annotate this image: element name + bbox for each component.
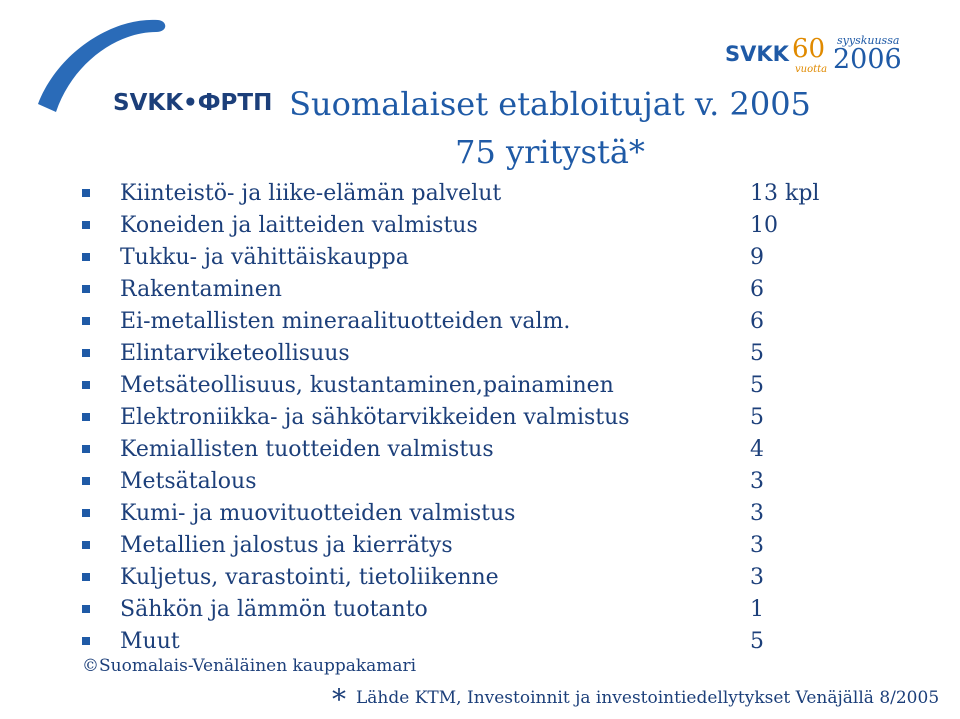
square-bullet-icon [82, 317, 90, 325]
svkk-logo-text: SVKK•ФРТП [113, 90, 273, 116]
item-count: 5 [750, 341, 764, 366]
item-count: 10 [750, 213, 778, 238]
square-bullet-icon [82, 605, 90, 613]
square-bullet-icon [82, 477, 90, 485]
item-count: 3 [750, 533, 764, 558]
list-item: Kemiallisten tuotteiden valmistus 4 [82, 434, 942, 466]
anniversary-logo: SVKK 60 vuotta syyskuussa 2006 [725, 34, 950, 86]
list-item: Koneiden ja laitteiden valmistus 10 [82, 210, 942, 242]
item-label: Elintarviketeollisuus [120, 341, 350, 366]
item-label: Metsätalous [120, 469, 257, 494]
item-label: Muut [120, 629, 180, 654]
item-count: 4 [750, 437, 764, 462]
source-asterisk: * [332, 683, 346, 716]
item-count: 5 [750, 629, 764, 654]
list-item: Kuljetus, varastointi, tietoliikenne 3 [82, 562, 942, 594]
item-count: 3 [750, 469, 764, 494]
item-count: 6 [750, 309, 764, 334]
item-count: 5 [750, 373, 764, 398]
square-bullet-icon [82, 541, 90, 549]
item-count: 6 [750, 277, 764, 302]
item-label: Koneiden ja laitteiden valmistus [120, 213, 478, 238]
anniversary-60: 60 [792, 34, 826, 64]
list-item: Elintarviketeollisuus 5 [82, 338, 942, 370]
square-bullet-icon [82, 637, 90, 645]
item-label: Kumi- ja muovituotteiden valmistus [120, 501, 516, 526]
item-label: Sähkön ja lämmön tuotanto [120, 597, 428, 622]
item-label: Kiinteistö- ja liike-elämän palvelut [120, 181, 502, 206]
list-item: Tukku- ja vähittäiskauppa 9 [82, 242, 942, 274]
source-note: * Lähde KTM, Investoinnit ja investointie… [332, 683, 939, 716]
item-count: 9 [750, 245, 764, 270]
list-item: Kumi- ja muovituotteiden valmistus 3 [82, 498, 942, 530]
slide-title: Suomalaiset etabloitujat v. 2005 75 yrit… [250, 80, 850, 176]
svkk-logo: SVKK•ФРТП [18, 12, 272, 122]
list-item: Metsäteollisuus, kustantaminen,painamine… [82, 370, 942, 402]
list-item: Metsätalous 3 [82, 466, 942, 498]
square-bullet-icon [82, 349, 90, 357]
square-bullet-icon [82, 445, 90, 453]
anniversary-vuotta: vuotta [795, 64, 828, 75]
square-bullet-icon [82, 221, 90, 229]
item-label: Rakentaminen [120, 277, 282, 302]
square-bullet-icon [82, 381, 90, 389]
item-label: Kemiallisten tuotteiden valmistus [120, 437, 494, 462]
item-count: 1 [750, 597, 764, 622]
list-item: Elektroniikka- ja sähkötarvikkeiden valm… [82, 402, 942, 434]
item-label: Ei-metallisten mineraalituotteiden valm. [120, 309, 571, 334]
square-bullet-icon [82, 573, 90, 581]
industry-list: Kiinteistö- ja liike-elämän palvelut 13 k… [82, 178, 942, 658]
item-count: 13 kpl [750, 181, 820, 206]
svkk-swoosh-icon [38, 19, 166, 112]
item-label: Metallien jalostus ja kierrätys [120, 533, 453, 558]
title-line-1: Suomalaiset etabloitujat v. 2005 [289, 85, 811, 123]
square-bullet-icon [82, 413, 90, 421]
square-bullet-icon [82, 189, 90, 197]
item-count: 3 [750, 501, 764, 526]
list-item: Metallien jalostus ja kierrätys 3 [82, 530, 942, 562]
item-label: Metsäteollisuus, kustantaminen,painamine… [120, 373, 614, 398]
item-label: Tukku- ja vähittäiskauppa [120, 245, 409, 270]
list-item: Sähkön ja lämmön tuotanto 1 [82, 594, 942, 626]
title-line-2: 75 yritystä* [455, 133, 645, 171]
source-text: Lähde KTM, Investoinnit ja investointied… [356, 688, 940, 708]
square-bullet-icon [82, 253, 90, 261]
item-count: 3 [750, 565, 764, 590]
square-bullet-icon [82, 285, 90, 293]
list-item: Muut 5 [82, 626, 942, 658]
copyright-text: ©Suomalais-Venäläinen kauppakamari [82, 656, 417, 676]
list-item: Kiinteistö- ja liike-elämän palvelut 13 k… [82, 178, 942, 210]
item-label: Elektroniikka- ja sähkötarvikkeiden valm… [120, 405, 630, 430]
anniversary-svkk: SVKK [725, 42, 789, 66]
square-bullet-icon [82, 509, 90, 517]
item-label: Kuljetus, varastointi, tietoliikenne [120, 565, 499, 590]
anniversary-syyskuussa: syyskuussa [837, 34, 900, 47]
anniversary-year: 2006 [833, 44, 902, 75]
item-count: 5 [750, 405, 764, 430]
list-item: Ei-metallisten mineraalituotteiden valm.… [82, 306, 942, 338]
list-item: Rakentaminen 6 [82, 274, 942, 306]
